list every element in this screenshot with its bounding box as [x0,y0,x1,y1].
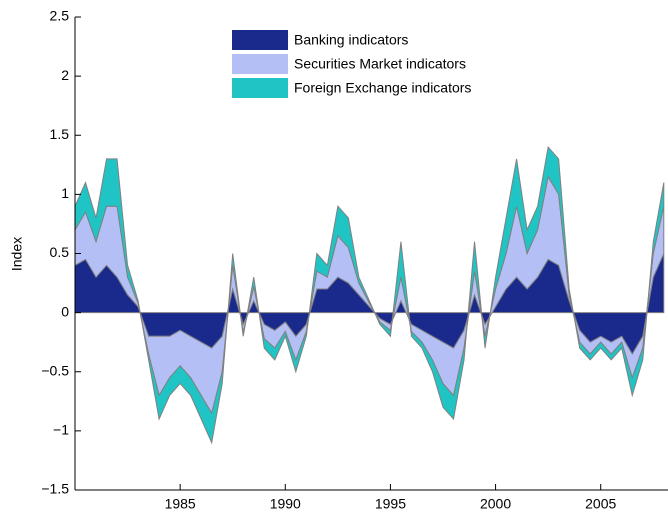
legend-swatch [232,30,288,50]
y-tick-label: 2 [61,67,69,83]
legend-swatch [232,78,288,98]
legend-swatch [232,54,288,74]
y-tick-label: 1 [61,185,69,201]
y-tick-label: −1.5 [41,481,69,497]
x-tick-label: 2005 [585,496,616,512]
x-tick-label: 1985 [165,496,196,512]
x-tick-label: 2000 [480,496,511,512]
x-tick-label: 1995 [375,496,406,512]
legend-label: Foreign Exchange indicators [294,80,471,96]
y-tick-label: 0.5 [50,244,70,260]
x-tick-label: 1990 [270,496,301,512]
y-tick-label: 2.5 [50,8,70,24]
y-tick-label: −1 [53,422,69,438]
legend-label: Banking indicators [294,32,408,48]
y-axis-label: Index [9,237,25,271]
legend-label: Securities Market indicators [294,56,466,72]
area [74,145,665,445]
area [74,175,665,415]
y-tick-label: 0 [61,303,69,319]
y-tick-label: −0.5 [41,362,69,378]
y-tick-label: 1.5 [50,126,70,142]
